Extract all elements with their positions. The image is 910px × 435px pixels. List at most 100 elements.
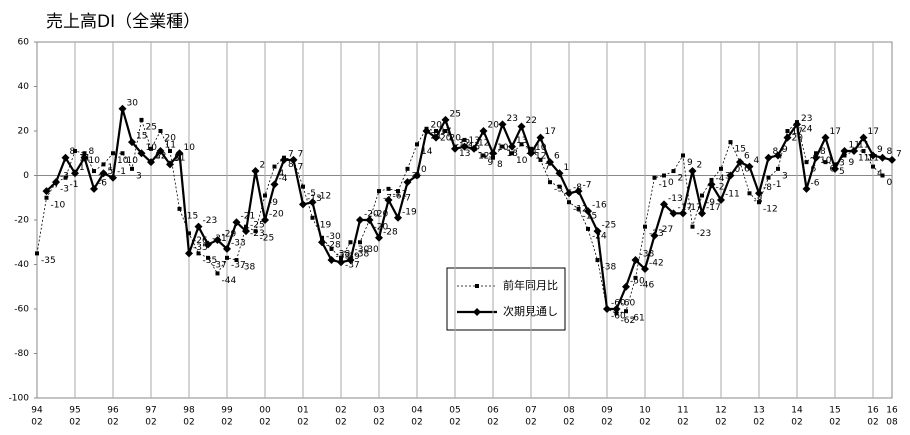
point xyxy=(698,209,706,218)
data-label: -46 xyxy=(640,280,655,290)
data-label: 8 xyxy=(820,147,826,157)
data-label: -21 xyxy=(241,212,256,222)
data-label: 10 xyxy=(535,143,547,153)
point xyxy=(764,153,773,162)
point xyxy=(679,209,687,218)
data-label: -39 xyxy=(345,252,360,262)
data-label: 8 xyxy=(497,160,503,170)
point xyxy=(272,164,277,169)
data-label: 13 xyxy=(469,136,480,146)
data-label: -23 xyxy=(203,216,218,226)
x-tick-label: 14 xyxy=(791,406,803,416)
point xyxy=(546,158,554,167)
data-label: 9 xyxy=(849,158,855,168)
point xyxy=(415,142,419,147)
point xyxy=(491,155,495,160)
data-label: -3 xyxy=(60,172,69,182)
point xyxy=(548,180,552,185)
point xyxy=(538,157,543,162)
data-label: -15 xyxy=(184,211,199,221)
point xyxy=(500,144,505,149)
x-tick-label: 16 xyxy=(886,406,898,416)
x-tick-label: 99 xyxy=(221,406,233,416)
point xyxy=(99,169,108,178)
data-label: -25 xyxy=(250,221,265,231)
point xyxy=(614,311,619,316)
point xyxy=(242,227,250,236)
data-label: 4 xyxy=(754,156,760,166)
point xyxy=(301,184,305,189)
x-tick-label: 02 xyxy=(297,418,308,428)
point xyxy=(451,144,459,153)
point xyxy=(766,175,771,180)
data-label: 20 xyxy=(440,134,452,144)
x-tick-label: 02 xyxy=(259,418,270,428)
data-label: 1 xyxy=(108,163,114,173)
data-label: 17 xyxy=(868,127,879,137)
data-label: -5 xyxy=(307,189,316,199)
data-label: -60 xyxy=(621,299,636,309)
point xyxy=(567,200,571,205)
point xyxy=(168,149,172,154)
data-label: -30 xyxy=(355,245,370,255)
data-label: 30 xyxy=(127,98,139,108)
point xyxy=(821,133,830,142)
point xyxy=(403,178,412,187)
data-label: 4 xyxy=(279,169,285,179)
point xyxy=(586,226,590,231)
point xyxy=(481,153,486,158)
point xyxy=(557,184,562,189)
data-label: -30 xyxy=(364,245,379,255)
point xyxy=(823,160,828,165)
x-tick-label: 02 xyxy=(411,418,422,428)
data-label: -12 xyxy=(763,205,778,215)
x-tick-label: 02 xyxy=(221,418,232,428)
data-label: -44 xyxy=(222,276,237,286)
data-label: -3 xyxy=(60,185,69,195)
data-label: -6 xyxy=(393,191,402,201)
data-label: -12 xyxy=(317,192,332,202)
point xyxy=(783,133,792,142)
data-label: -8 xyxy=(573,183,582,193)
point xyxy=(223,244,231,253)
data-label: 13 xyxy=(459,149,470,159)
x-tick-label: 94 xyxy=(31,406,43,416)
y-tick-label: -60 xyxy=(14,305,29,315)
data-label: -17 xyxy=(678,203,693,213)
point xyxy=(375,233,383,242)
point xyxy=(479,127,488,135)
x-tick-label: 02 xyxy=(715,418,726,428)
x-tick-label: 02 xyxy=(525,418,536,428)
point xyxy=(92,169,96,174)
chart-title: 売上高DI（全業種） xyxy=(46,12,200,32)
data-label: -17 xyxy=(706,203,721,213)
point xyxy=(641,264,649,273)
point xyxy=(719,166,723,171)
point xyxy=(565,189,573,198)
point xyxy=(878,153,887,162)
data-label: 3 xyxy=(839,158,845,168)
point xyxy=(213,236,222,245)
y-tick-label: -20 xyxy=(14,216,29,226)
x-tick-label: 98 xyxy=(183,406,195,416)
data-label: 10 xyxy=(184,143,196,153)
data-label: 2 xyxy=(697,161,703,171)
data-label: 3 xyxy=(136,171,142,181)
point xyxy=(519,142,524,147)
data-label: 11 xyxy=(858,154,869,164)
point xyxy=(460,142,469,151)
x-tick-label: 02 xyxy=(867,418,878,428)
point xyxy=(631,256,640,265)
point xyxy=(194,222,203,231)
data-label: -6 xyxy=(98,178,107,188)
data-label: 11 xyxy=(849,141,860,151)
point xyxy=(434,129,438,133)
x-tick-label: 02 xyxy=(335,406,346,416)
point xyxy=(432,133,440,142)
x-tick-label: 02 xyxy=(677,418,688,428)
point xyxy=(584,207,592,216)
data-label: 0 xyxy=(668,178,674,188)
point xyxy=(377,189,381,194)
data-label: 10 xyxy=(127,156,139,166)
point xyxy=(299,200,307,209)
